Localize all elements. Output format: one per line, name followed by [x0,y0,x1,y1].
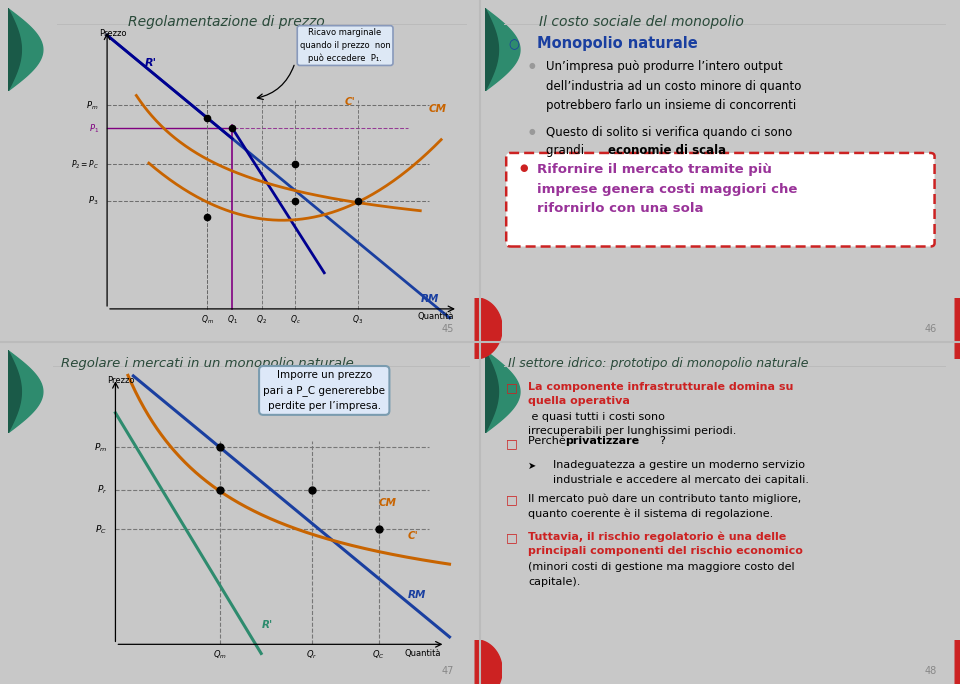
Text: $Q_C$: $Q_C$ [372,648,385,661]
Text: Imporre un prezzo
pari a P_C genererebbe
perdite per l’impresa.: Imporre un prezzo pari a P_C genererebbe… [263,370,385,410]
Text: e quasi tutti i costi sono
irrecuperabili per lunghissimi periodi.: e quasi tutti i costi sono irrecuperabil… [528,412,736,436]
FancyBboxPatch shape [506,153,935,246]
Polygon shape [955,298,960,359]
Text: $Q_c$: $Q_c$ [290,313,300,326]
Text: CM: CM [378,499,396,508]
Polygon shape [955,640,960,684]
Text: $Q_m$: $Q_m$ [213,648,227,661]
Text: Prezzo: Prezzo [108,376,134,385]
Text: C': C' [346,97,356,107]
Text: economie di scala: economie di scala [608,144,726,157]
Text: RM: RM [420,294,439,304]
Text: RM: RM [408,590,426,601]
Text: $P_r$: $P_r$ [97,484,108,497]
Text: $P_m$: $P_m$ [86,99,99,111]
Text: Regolare i mercati in un monopolio naturale: Regolare i mercati in un monopolio natur… [61,357,354,370]
Text: $P_2 = P_C$: $P_2 = P_C$ [71,158,99,171]
Text: C': C' [408,531,419,541]
Text: $Q_m$: $Q_m$ [201,313,214,326]
Text: □: □ [506,493,518,506]
Text: R': R' [261,620,273,630]
Text: privatizzare: privatizzare [564,436,639,446]
Text: 46: 46 [924,324,937,334]
Text: $P_m$: $P_m$ [94,441,108,453]
Text: Quantità: Quantità [405,649,442,658]
Text: Perché: Perché [528,436,569,446]
Text: Rifornire il mercato tramite più
imprese genera costi maggiori che
rifornirlo co: Rifornire il mercato tramite più imprese… [538,163,798,215]
Text: La componente infrastrutturale domina su
quella operativa: La componente infrastrutturale domina su… [528,382,794,406]
Text: $Q_3$: $Q_3$ [352,313,363,326]
Text: Questo di solito si verifica quando ci sono: Questo di solito si verifica quando ci s… [546,126,792,139]
Text: Il costo sociale del monopolio: Il costo sociale del monopolio [540,15,744,29]
Text: Ricavo marginale
quando il prezzo  non
può eccedere  P₁.: Ricavo marginale quando il prezzo non pu… [300,28,391,63]
Text: ?: ? [660,436,665,446]
Text: Inadeguatezza a gestire un moderno servizio
industriale e accedere al mercato de: Inadeguatezza a gestire un moderno servi… [553,460,808,485]
Text: grandi: grandi [546,144,588,157]
Text: ➤: ➤ [528,460,537,471]
Text: $Q_1$: $Q_1$ [227,313,238,326]
Text: Prezzo: Prezzo [99,29,126,38]
Text: Regolamentazione di prezzo: Regolamentazione di prezzo [128,15,324,29]
Text: Il settore idrico: prototipo di monopolio naturale: Il settore idrico: prototipo di monopoli… [509,357,809,370]
Text: Tuttavia, il rischio regolatorio è una delle
principali componenti del rischio e: Tuttavia, il rischio regolatorio è una d… [528,531,804,556]
Text: $Q_r$: $Q_r$ [306,648,318,661]
Text: ○: ○ [509,38,519,51]
Text: $P_C$: $P_C$ [95,523,108,536]
Text: □: □ [506,531,518,544]
Text: ●: ● [519,163,528,173]
Text: Monopolio naturale: Monopolio naturale [538,36,698,51]
Text: □: □ [506,438,518,451]
Text: $P_1$: $P_1$ [88,122,99,135]
Text: 45: 45 [442,324,454,334]
Text: CM: CM [428,104,446,114]
Text: ●: ● [528,61,535,70]
Text: $Q_2$: $Q_2$ [256,313,267,326]
Text: Quantità: Quantità [418,312,454,321]
Text: (minori costi di gestione ma maggiore costo del
capitale).: (minori costi di gestione ma maggiore co… [528,562,795,587]
Text: R': R' [145,58,156,68]
Text: 48: 48 [924,666,937,676]
Text: 47: 47 [442,666,454,676]
Text: $P_3$: $P_3$ [88,194,99,207]
Text: Il mercato può dare un contributo tanto migliore,
quanto coerente è il sistema d: Il mercato può dare un contributo tanto … [528,493,802,519]
Text: □: □ [506,382,518,395]
Text: Un’impresa può produrre l’intero output
dell’industria ad un costo minore di qua: Un’impresa può produrre l’intero output … [546,60,802,112]
Polygon shape [475,298,502,359]
Text: ●: ● [528,127,535,135]
Polygon shape [475,640,502,684]
